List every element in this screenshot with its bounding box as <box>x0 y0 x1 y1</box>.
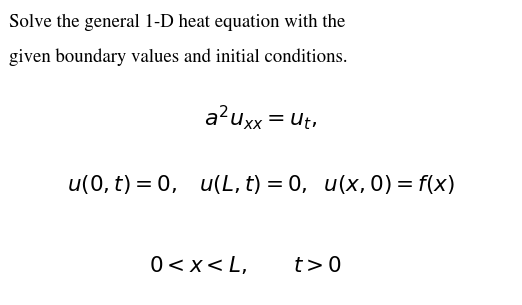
Text: Solve the general 1-D heat equation with the: Solve the general 1-D heat equation with… <box>9 14 346 31</box>
Text: $0 < x < L, \qquad t > 0$: $0 < x < L, \qquad t > 0$ <box>149 254 342 276</box>
Text: given boundary values and initial conditions.: given boundary values and initial condit… <box>9 49 348 66</box>
Text: $u(0,t) = 0, \;\;\; u(L,t) = 0, \;\; u(x,0) = f(x)$: $u(0,t) = 0, \;\;\; u(L,t) = 0, \;\; u(x… <box>67 173 455 196</box>
Text: $a^2u_{xx} = u_t,$: $a^2u_{xx} = u_t,$ <box>205 103 317 132</box>
